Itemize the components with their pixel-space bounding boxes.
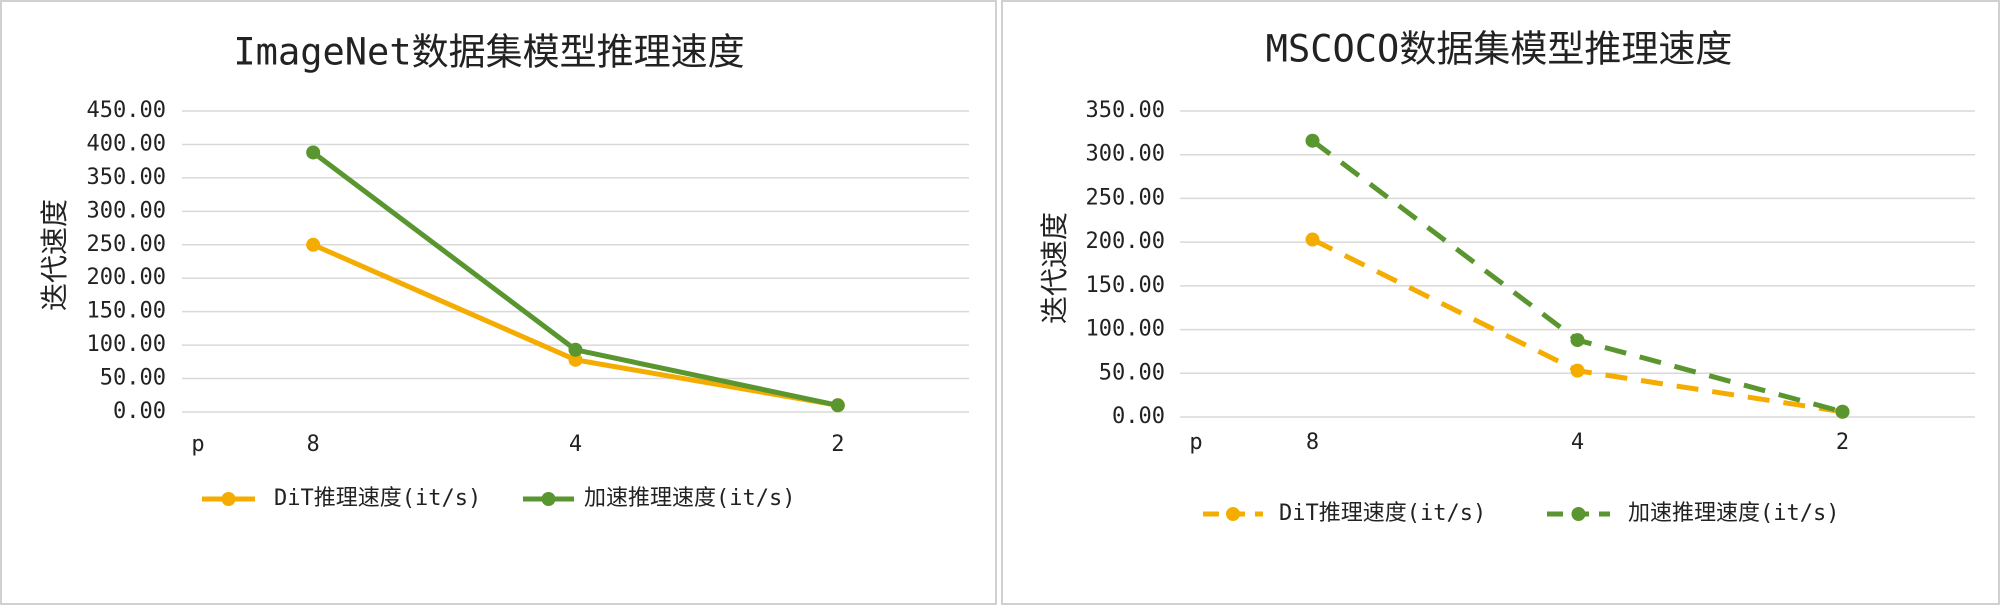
legend-label: DiT推理速度(it/s): [1279, 501, 1486, 526]
y-tick-label: 50.00: [100, 366, 166, 391]
data-point: [1305, 232, 1320, 247]
data-point: [1570, 363, 1585, 378]
legend-marker: [221, 492, 236, 506]
x-tick-label: 4: [1571, 430, 1584, 455]
data-point: [1570, 333, 1585, 348]
legend-marker: [1226, 507, 1240, 521]
y-axis-label: 迭代速度: [1038, 212, 1071, 324]
data-point: [306, 237, 321, 252]
data-point: [830, 398, 845, 413]
y-tick-label: 150.00: [1086, 273, 1165, 298]
y-tick-label: 0.00: [1112, 404, 1165, 429]
y-tick-label: 100.00: [87, 332, 166, 357]
x-tick-label: 8: [1306, 430, 1319, 455]
data-point: [568, 342, 583, 357]
data-point: [1305, 133, 1320, 148]
y-tick-label: 200.00: [87, 265, 166, 290]
x-axis-label: p: [1189, 430, 1202, 455]
y-tick-label: 50.00: [1099, 360, 1165, 385]
panel: [1001, 0, 2000, 605]
y-tick-label: 100.00: [1086, 317, 1165, 342]
y-tick-label: 200.00: [1086, 229, 1165, 254]
x-tick-label: 4: [569, 432, 582, 457]
y-tick-label: 300.00: [1086, 142, 1165, 167]
legend-label: 加速推理速度(it/s): [584, 486, 795, 511]
chart-title: MSCOCO数据集模型推理速度: [1266, 28, 1733, 71]
panel: [0, 0, 997, 605]
y-tick-label: 350.00: [87, 165, 166, 190]
data-point: [306, 145, 321, 160]
legend-marker: [1571, 507, 1586, 521]
legend-label: 加速推理速度(it/s): [1628, 501, 1839, 526]
y-tick-label: 300.00: [87, 198, 166, 223]
x-tick-label: 2: [831, 432, 844, 457]
data-point: [568, 352, 583, 367]
legend-label: DiT推理速度(it/s): [274, 486, 481, 511]
y-tick-label: 450.00: [87, 98, 166, 123]
chart-title: ImageNet数据集模型推理速度: [233, 31, 744, 74]
data-point: [1835, 404, 1850, 419]
y-axis-label: 迭代速度: [38, 199, 71, 311]
legend-marker: [541, 492, 556, 506]
x-tick-label: 2: [1836, 430, 1849, 455]
x-tick-label: 8: [307, 432, 320, 457]
y-tick-label: 250.00: [87, 232, 166, 257]
y-tick-label: 250.00: [1086, 185, 1165, 210]
y-tick-label: 400.00: [87, 131, 166, 156]
y-tick-label: 150.00: [87, 299, 166, 324]
x-axis-label: p: [191, 432, 204, 457]
y-tick-label: 350.00: [1086, 98, 1165, 123]
y-tick-label: 0.00: [113, 399, 166, 424]
